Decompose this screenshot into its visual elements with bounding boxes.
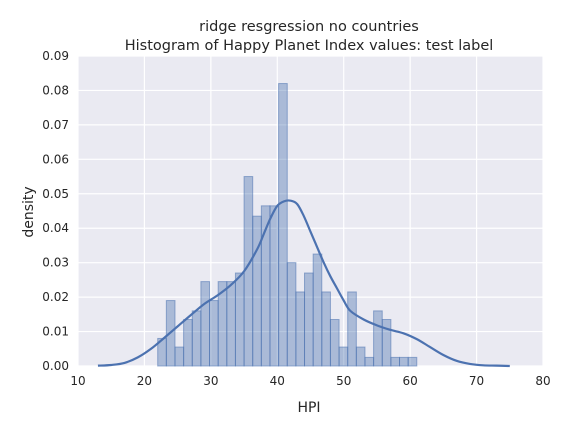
plot-area bbox=[78, 56, 543, 366]
histogram-bar bbox=[407, 356, 418, 367]
histogram-bar bbox=[399, 356, 409, 367]
histogram-bar bbox=[329, 319, 340, 367]
histogram-bar bbox=[200, 281, 211, 367]
histogram-bar bbox=[226, 281, 236, 367]
histogram-bar bbox=[295, 291, 306, 367]
x-tick-label: 10 bbox=[70, 374, 85, 388]
x-axis-label: HPI bbox=[297, 400, 320, 416]
y-axis-ticks: 0.00 0.01 0.02 0.03 0.04 0.05 0.06 0.07 0.08 0.09 bbox=[42, 49, 69, 373]
histogram-bar bbox=[191, 310, 202, 367]
x-tick-label: 70 bbox=[469, 374, 484, 388]
chart-title-line2: Histogram of Happy Planet Index values: … bbox=[125, 38, 494, 54]
histogram-bar bbox=[312, 253, 323, 367]
grid-lines bbox=[77, 55, 544, 367]
y-axis-label: density bbox=[21, 186, 37, 237]
histogram-bar bbox=[234, 272, 245, 367]
x-tick-label: 80 bbox=[535, 374, 550, 388]
kde-curve bbox=[97, 199, 510, 368]
x-tick-label: 50 bbox=[336, 374, 351, 388]
histogram-bar bbox=[304, 272, 314, 367]
histogram-bar bbox=[209, 300, 219, 367]
histogram-bar bbox=[373, 310, 383, 367]
histogram-bar bbox=[183, 319, 193, 367]
y-tick-label: 0.07 bbox=[42, 118, 69, 132]
histogram-bar bbox=[278, 83, 288, 367]
x-tick-label: 20 bbox=[137, 374, 152, 388]
histogram-bar bbox=[252, 215, 262, 367]
chart-title-line1: ridge resgression no countries bbox=[199, 19, 419, 35]
histogram-bar bbox=[174, 346, 185, 367]
x-tick-label: 60 bbox=[403, 374, 418, 388]
histogram-bar bbox=[286, 262, 297, 367]
y-tick-label: 0.03 bbox=[42, 256, 69, 270]
histogram-bar bbox=[390, 356, 401, 367]
histogram-bar bbox=[347, 291, 357, 367]
x-tick-label: 30 bbox=[203, 374, 218, 388]
y-tick-label: 0.01 bbox=[42, 325, 69, 339]
histogram-bar bbox=[321, 291, 331, 367]
x-axis-ticks: 10 20 30 40 50 60 70 80 bbox=[70, 374, 550, 388]
y-tick-label: 0.09 bbox=[42, 49, 69, 63]
y-tick-label: 0.05 bbox=[42, 187, 69, 201]
histogram-bar bbox=[364, 356, 375, 367]
y-tick-label: 0.02 bbox=[42, 290, 69, 304]
histogram-bar bbox=[338, 346, 349, 367]
y-tick-label: 0.04 bbox=[42, 221, 69, 235]
y-tick-label: 0.08 bbox=[42, 83, 69, 97]
histogram-bar bbox=[269, 205, 280, 367]
histogram-bar bbox=[381, 319, 392, 367]
x-tick-label: 40 bbox=[270, 374, 285, 388]
histogram-bar bbox=[355, 346, 366, 367]
y-tick-label: 0.06 bbox=[42, 152, 69, 166]
y-tick-label: 0.00 bbox=[42, 359, 69, 373]
